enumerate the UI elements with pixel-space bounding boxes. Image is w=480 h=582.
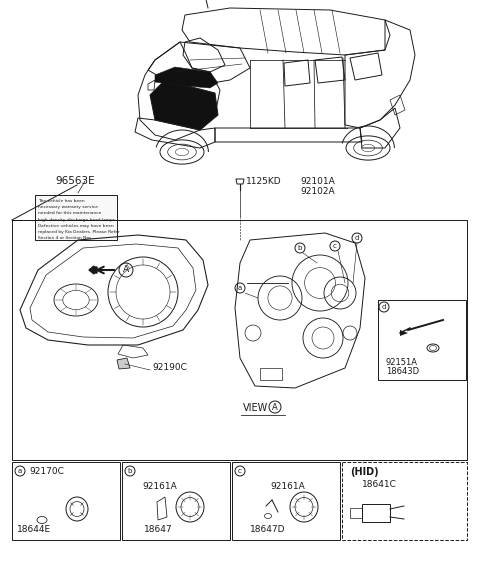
- Bar: [35, 195, 117, 240]
- Text: 1125KD: 1125KD: [246, 178, 282, 186]
- Bar: [362, 504, 390, 522]
- Polygon shape: [400, 330, 408, 336]
- Text: b: b: [298, 245, 302, 251]
- Text: replaced by Kia Dealers. Please Refer: replaced by Kia Dealers. Please Refer: [38, 230, 120, 234]
- Bar: [12, 462, 120, 540]
- Text: 92161A: 92161A: [270, 482, 305, 491]
- Text: necessary warranty service: necessary warranty service: [38, 205, 98, 209]
- Text: 18641C: 18641C: [362, 480, 397, 489]
- Text: VIEW: VIEW: [243, 403, 268, 413]
- Text: 18647: 18647: [144, 525, 173, 534]
- Text: needed for this maintenance: needed for this maintenance: [38, 211, 101, 215]
- Bar: [378, 300, 466, 380]
- Bar: [350, 508, 362, 518]
- Text: Section 4 or Section Nos.: Section 4 or Section Nos.: [38, 236, 93, 240]
- Text: A: A: [123, 265, 129, 275]
- Text: Defective vehicles may have been: Defective vehicles may have been: [38, 224, 114, 228]
- Bar: [232, 462, 340, 540]
- Polygon shape: [155, 67, 218, 88]
- Text: 92102A: 92102A: [300, 186, 335, 196]
- Text: 18647D: 18647D: [250, 525, 286, 534]
- Bar: [122, 462, 230, 540]
- Text: 96563E: 96563E: [55, 176, 95, 186]
- Text: a: a: [238, 285, 242, 291]
- Polygon shape: [117, 358, 130, 369]
- Text: c: c: [238, 468, 242, 474]
- Text: 92170C: 92170C: [29, 467, 64, 476]
- Text: The vehicle has been: The vehicle has been: [38, 199, 84, 203]
- Polygon shape: [150, 80, 218, 130]
- FancyArrow shape: [89, 266, 97, 274]
- Text: a: a: [18, 468, 22, 474]
- Text: high-density discharge head lamps: high-density discharge head lamps: [38, 218, 115, 222]
- Text: 18644E: 18644E: [17, 525, 51, 534]
- Text: 92190C: 92190C: [152, 363, 187, 371]
- Bar: [342, 462, 467, 540]
- Text: d: d: [382, 304, 386, 310]
- Text: b: b: [128, 468, 132, 474]
- Bar: [12, 220, 467, 460]
- Text: 92101A: 92101A: [300, 178, 335, 186]
- Bar: [260, 368, 282, 380]
- Text: (HID): (HID): [350, 467, 379, 477]
- Text: 92161A: 92161A: [142, 482, 177, 491]
- Text: c: c: [333, 243, 337, 249]
- Text: d: d: [355, 235, 359, 241]
- Text: 18643D: 18643D: [386, 367, 419, 376]
- Text: 92151A: 92151A: [386, 358, 418, 367]
- Text: A: A: [272, 403, 278, 411]
